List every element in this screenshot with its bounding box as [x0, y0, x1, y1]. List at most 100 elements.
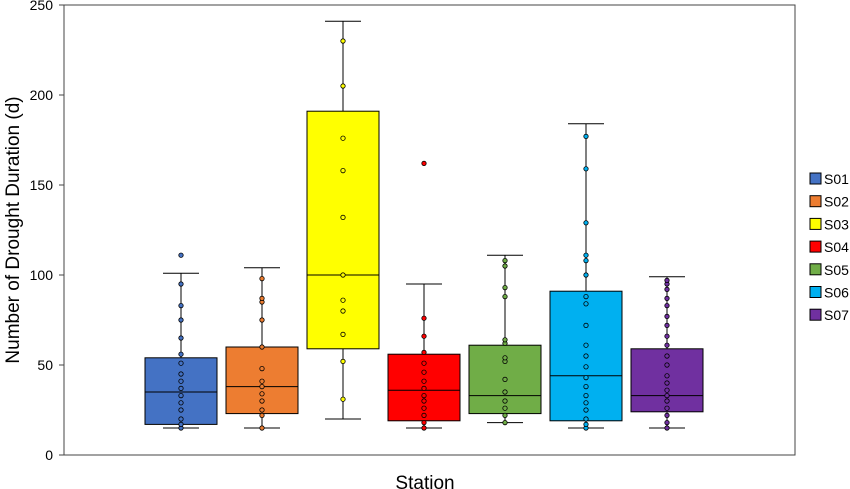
data-point	[583, 392, 589, 399]
data-point	[502, 419, 508, 426]
data-point	[664, 425, 670, 431]
data-point	[178, 317, 184, 323]
legend-label: S06	[824, 285, 849, 301]
data-point	[664, 322, 670, 328]
data-point	[178, 302, 184, 309]
legend-swatch	[809, 195, 822, 208]
data-point	[502, 405, 508, 411]
data-point	[583, 133, 589, 139]
data-point	[340, 297, 346, 303]
legend-swatch	[809, 263, 822, 276]
data-point	[259, 344, 265, 350]
data-point	[664, 362, 670, 368]
data-point	[421, 392, 427, 399]
data-point	[178, 421, 184, 427]
data-point	[502, 337, 508, 343]
data-point	[178, 385, 184, 391]
data-point	[502, 355, 508, 361]
data-point	[664, 333, 670, 339]
data-point	[664, 277, 670, 283]
data-point	[502, 293, 508, 300]
legend-label: S05	[824, 262, 849, 278]
box-series-group	[144, 20, 704, 431]
box-s03	[306, 20, 380, 420]
data-point	[340, 331, 346, 337]
data-point	[259, 275, 265, 282]
y-axis: 0 50 100 150 200 250	[30, 0, 64, 463]
legend-item-s07: S07	[809, 307, 849, 323]
data-point	[259, 407, 265, 413]
data-point	[178, 371, 184, 377]
data-point	[583, 257, 589, 264]
y-tick-label: 50	[37, 357, 53, 373]
data-point	[664, 373, 670, 379]
data-point	[421, 369, 427, 375]
data-point	[421, 349, 427, 355]
legend-label: S02	[824, 194, 849, 210]
data-point	[259, 378, 265, 384]
data-point	[340, 358, 346, 364]
data-point	[583, 364, 589, 370]
data-point	[421, 419, 427, 426]
legend-swatch	[809, 240, 822, 253]
data-point	[583, 322, 589, 328]
data-point	[583, 166, 589, 172]
data-point	[259, 365, 265, 372]
y-tick-label: 200	[30, 87, 54, 103]
data-point	[664, 412, 670, 418]
data-point	[259, 425, 265, 431]
data-point	[178, 360, 184, 366]
data-point	[664, 353, 670, 359]
data-point	[583, 407, 589, 413]
data-point	[583, 383, 589, 390]
data-point	[340, 168, 346, 174]
data-point	[340, 308, 346, 314]
legend-label: S07	[824, 307, 849, 323]
data-point	[259, 391, 265, 397]
data-point	[421, 333, 427, 339]
data-point	[340, 135, 346, 141]
data-point	[178, 407, 184, 413]
data-point	[340, 38, 346, 44]
data-point	[664, 302, 670, 309]
data-point	[421, 160, 427, 166]
data-point	[421, 360, 427, 366]
y-tick-label: 250	[30, 0, 54, 13]
data-point	[178, 392, 184, 399]
data-point	[502, 284, 508, 291]
data-point	[178, 335, 184, 341]
legend-item-s06: S06	[809, 285, 849, 301]
data-point	[664, 313, 670, 319]
data-point	[502, 376, 508, 382]
box-s05	[468, 254, 542, 426]
data-point	[259, 383, 265, 390]
legend: S01 S02 S03 S04 S05 S06 S07	[809, 171, 849, 323]
data-point	[178, 378, 184, 384]
legend-item-s04: S04	[809, 239, 849, 255]
data-point	[664, 286, 670, 292]
data-point	[664, 295, 670, 301]
data-point	[664, 405, 670, 411]
legend-swatch	[809, 172, 822, 185]
data-point	[502, 398, 508, 404]
data-point	[340, 83, 346, 89]
data-point	[340, 272, 346, 278]
data-point	[421, 385, 427, 391]
data-point	[178, 416, 184, 422]
data-point	[583, 220, 589, 226]
legend-swatch	[809, 286, 822, 298]
legend-item-s03: S03	[809, 216, 849, 232]
data-point	[664, 419, 670, 426]
legend-label: S01	[824, 171, 849, 187]
data-point	[421, 315, 427, 321]
y-tick-label: 150	[30, 177, 54, 193]
data-point	[421, 378, 427, 384]
data-point	[664, 380, 670, 386]
data-point	[583, 342, 589, 348]
data-point	[421, 412, 427, 418]
data-point	[583, 416, 589, 422]
data-point	[583, 400, 589, 406]
data-point	[178, 281, 184, 287]
x-axis-title: Station	[395, 473, 454, 489]
